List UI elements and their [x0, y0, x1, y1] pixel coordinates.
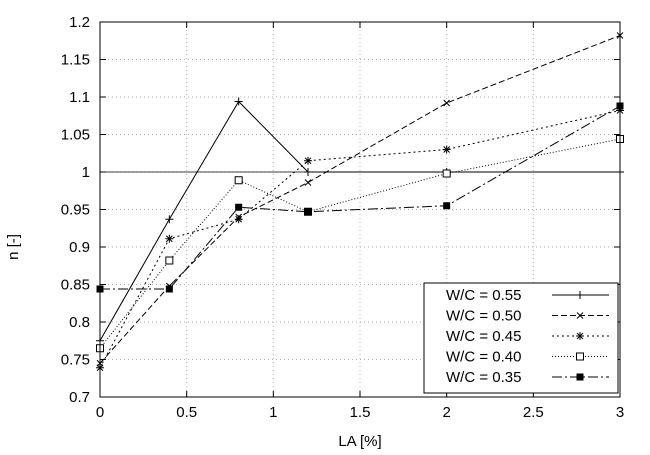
data-point	[165, 215, 174, 224]
x-tick-label: 1	[269, 404, 277, 421]
legend-marker	[576, 291, 584, 299]
legend-marker	[576, 373, 584, 381]
x-tick-label: 2	[442, 404, 450, 421]
y-tick-label: 0.9	[69, 239, 90, 256]
y-tick-label: 0.75	[61, 352, 90, 369]
x-tick-label: 3	[616, 404, 624, 421]
data-point	[234, 176, 243, 185]
y-tick-label: 0.7	[69, 389, 90, 406]
data-point	[304, 179, 312, 186]
series-2	[96, 106, 624, 372]
y-tick-label: 0.85	[61, 277, 90, 294]
legend-marker	[576, 332, 584, 340]
legend-box	[423, 282, 619, 394]
y-tick-label: 1.15	[61, 52, 90, 69]
data-point	[442, 169, 451, 178]
x-tick-label: 1.5	[350, 404, 371, 421]
legend-label: W/C = 0.35	[446, 369, 521, 386]
series-line	[99, 35, 621, 364]
data-point	[165, 234, 174, 243]
data-point	[234, 215, 243, 224]
y-axis-title: n [-]	[5, 234, 22, 260]
series-layer	[96, 32, 624, 372]
y-tick-label: 1.2	[69, 14, 90, 31]
data-point	[165, 285, 173, 293]
y-tick-label: 0.95	[61, 202, 90, 219]
data-point	[165, 256, 174, 265]
axis-ticks: 0 0.5 1 1.5 2 2.5 3 0.7 0.75 0.8 0.85 0.9 0.95 1 1.05 1…	[61, 14, 624, 421]
y-tick-label: 1.1	[69, 89, 90, 106]
series-line	[99, 100, 620, 341]
series-line	[99, 138, 621, 349]
data-point	[443, 99, 451, 107]
legend-marker	[576, 352, 584, 361]
series-line	[100, 105, 621, 290]
y-tick-label: 1	[82, 164, 90, 181]
legend-marker	[576, 312, 584, 319]
legend-label: W/C = 0.50	[446, 308, 521, 325]
y-tick-label: 0.8	[69, 314, 90, 331]
series-0	[96, 97, 624, 345]
data-point	[304, 168, 312, 176]
data-point	[442, 145, 451, 154]
legend-label: W/C = 0.45	[446, 328, 521, 345]
data-point	[443, 202, 451, 210]
y-tick-label: 1.05	[61, 127, 90, 144]
x-tick-label: 0	[96, 404, 104, 421]
data-point	[304, 156, 312, 165]
x-tick-label: 2.5	[523, 404, 544, 421]
legend-label: W/C = 0.40	[446, 349, 521, 366]
data-point	[235, 203, 243, 211]
legend-label: W/C = 0.55	[446, 287, 521, 304]
data-point	[304, 208, 312, 216]
x-axis-title: LA [%]	[338, 433, 381, 450]
data-point	[234, 97, 243, 106]
legend: W/C = 0.55 W/C = 0.50 W/C = 0.45 W/C = 0.40…	[423, 282, 619, 394]
x-tick-label: 0.5	[176, 404, 197, 421]
